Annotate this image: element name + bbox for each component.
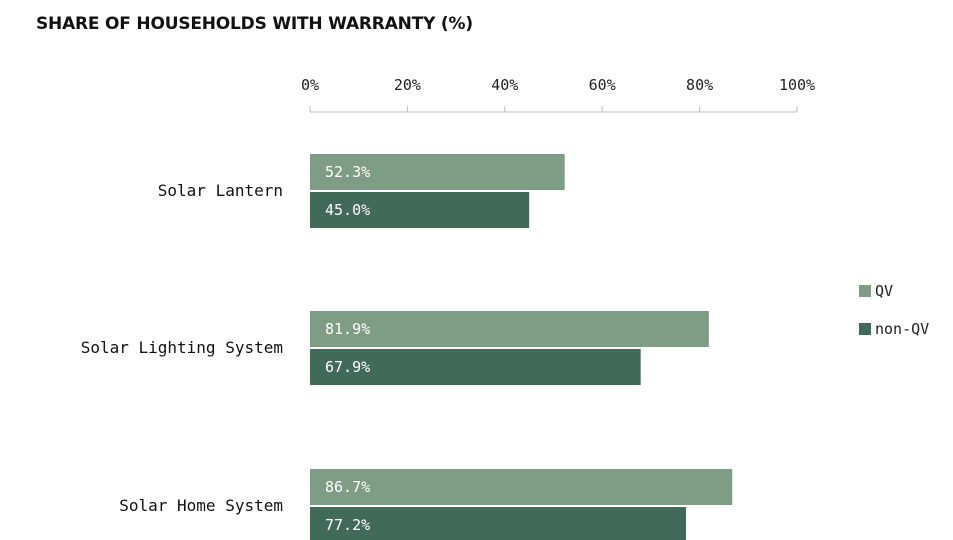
- bar: [310, 192, 530, 228]
- data-label: 77.2%: [325, 516, 370, 534]
- data-label: 81.9%: [325, 320, 370, 338]
- x-tick-label: 40%: [491, 76, 518, 94]
- data-label: 86.7%: [325, 478, 370, 496]
- x-tick-label: 0%: [301, 76, 319, 94]
- category-label: Solar Lantern: [158, 181, 283, 200]
- data-label: 52.3%: [325, 163, 370, 181]
- category-label: Solar Lighting System: [81, 338, 283, 357]
- chart-title: SHARE OF HOUSEHOLDS WITH WARRANTY (%): [36, 14, 473, 34]
- x-tick-label: 100%: [779, 76, 815, 94]
- legend-swatch: [859, 323, 871, 335]
- bar: [310, 469, 733, 505]
- x-tick-label: 20%: [394, 76, 421, 94]
- category-label: Solar Home System: [119, 496, 283, 515]
- x-tick-label: 80%: [686, 76, 713, 94]
- bar: [310, 507, 686, 540]
- bar: [310, 311, 709, 347]
- bar: [310, 154, 565, 190]
- legend-swatch: [859, 285, 871, 297]
- data-label: 67.9%: [325, 358, 370, 376]
- legend-label: non-QV: [875, 320, 929, 338]
- bar: [310, 349, 641, 385]
- legend-label: QV: [875, 282, 893, 300]
- x-tick-label: 60%: [589, 76, 616, 94]
- data-label: 45.0%: [325, 201, 370, 219]
